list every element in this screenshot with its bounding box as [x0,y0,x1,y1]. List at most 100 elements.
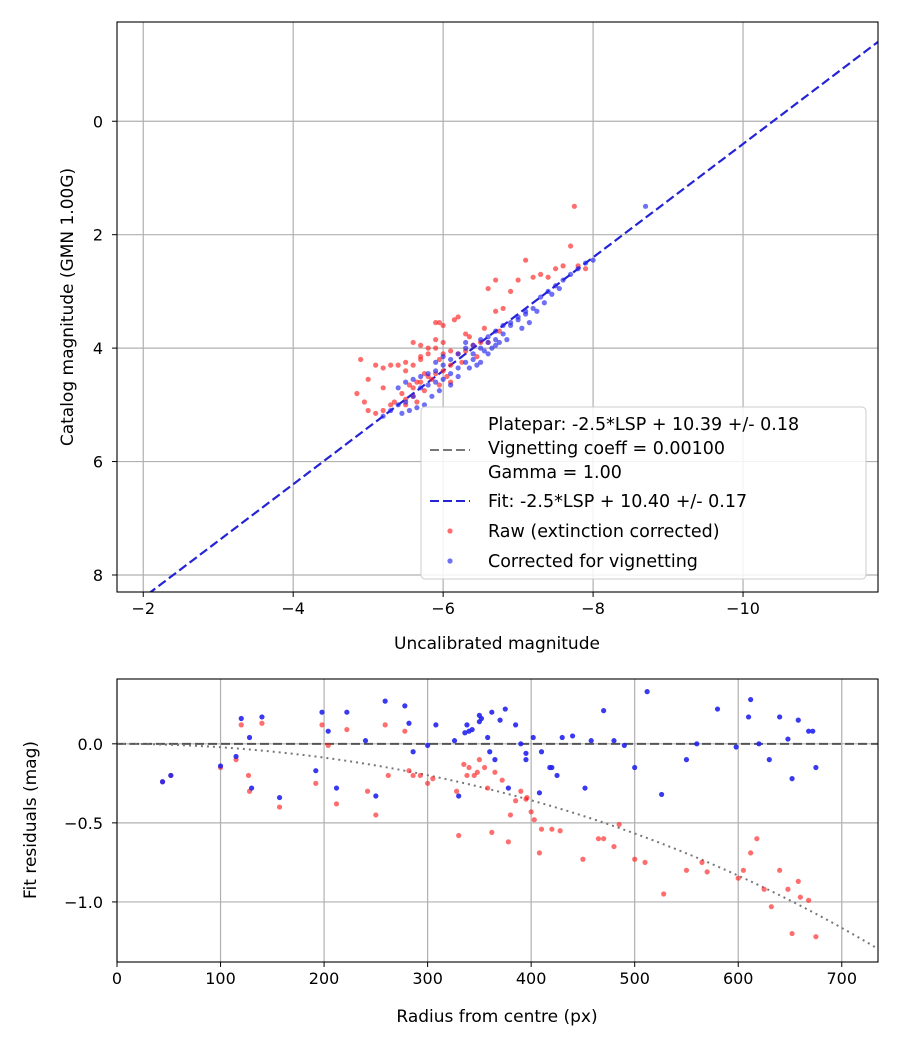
bottom-data-point [768,904,774,910]
bottom-data-point [761,886,767,892]
bottom-data-point [497,717,503,723]
top-data-point [478,345,484,351]
top-data-point [440,354,446,360]
top-y-tick-label: 2 [93,226,103,245]
bottom-data-point [523,796,529,802]
top-data-point [560,277,566,283]
top-data-point [414,405,420,411]
top-data-point [388,402,394,408]
bottom-data-point [344,726,350,733]
bottom-data-point [806,897,812,903]
bottom-data-point [549,764,555,771]
bottom-data-point [402,703,408,709]
top-data-point [444,373,450,380]
top-data-point [582,266,589,272]
top-data-point [440,376,446,382]
bottom-data-point [813,934,819,940]
bottom-data-point [569,733,576,739]
fit-line [148,40,878,592]
top-data-point [358,356,364,363]
top-data-point [395,362,401,368]
bottom-data-point [248,785,255,791]
bottom-data-point [217,763,224,769]
bottom-axes-frame [116,678,879,963]
top-data-point [493,342,499,348]
bottom-data-point [505,839,511,845]
bottom-data-point [485,734,491,741]
top-data-point [395,402,401,408]
bottom-data-point [733,744,739,750]
bottom-data-point [464,772,470,779]
bottom-data-point [740,867,747,873]
bottom-data-point [530,734,536,741]
top-data-point [470,356,476,363]
bottom-data-point [246,734,253,741]
top-axes-frame [116,21,879,593]
top-data-point [395,385,401,391]
top-x-tick-label: −8 [581,599,605,618]
bottom-data-point [785,886,791,892]
legend-corrected-label: Corrected for vignetting [488,552,698,572]
bottom-data-point [456,832,462,839]
bottom-data-point [507,812,514,818]
top-data-point [388,362,394,368]
top-data-point [433,345,439,351]
bottom-data-point [601,836,607,842]
bottom-data-point [430,776,436,782]
top-data-point [455,314,461,320]
top-data-point [493,337,499,343]
top-data-point [433,379,439,385]
vignetting-model-curve [117,742,878,950]
top-data-point [380,365,386,371]
bottom-data-point [694,741,700,747]
bottom-data-point [481,764,488,771]
top-data-point [418,342,424,348]
bottom-data-point [410,772,416,779]
top-data-point [485,351,491,357]
top-data-point [429,376,435,382]
top-data-point [474,362,480,368]
bottom-x-tick-label: 100 [205,969,236,988]
bottom-data-point [238,715,244,722]
bottom-data-point [518,788,524,794]
top-y-tick-label: 8 [93,566,103,585]
bottom-x-tick-label: 0 [112,969,122,988]
top-data-point [582,260,589,266]
bottom-data-point [766,757,772,763]
bottom-data-point [797,894,803,900]
top-data-point [530,305,536,312]
bottom-data-point [513,798,519,804]
bottom-data-point [538,749,545,755]
bottom-data-point [382,722,388,728]
bottom-data-point [492,769,498,775]
bottom-data-point [536,790,543,796]
bottom-data-point [735,875,741,881]
top-data-point [474,354,480,360]
top-plot-area [148,40,878,592]
top-data-point [448,371,454,377]
bottom-data-point [245,772,252,779]
bottom-data-point [523,750,529,756]
top-data-point [425,345,431,351]
bottom-data-point [433,722,439,728]
top-data-point [410,385,416,391]
top-data-point [403,379,409,385]
bottom-data-point [402,728,408,734]
top-y-tick-label: 6 [93,453,103,472]
top-data-point [451,317,457,323]
top-data-point [440,339,446,346]
bottom-data-point [632,856,638,862]
top-x-tick-label: −6 [431,599,455,618]
top-data-point [568,271,574,277]
legend-platepar-line1: Platepar: -2.5*LSP + 10.39 +/- 0.18 [488,415,799,435]
top-data-point [508,319,514,326]
bottom-x-tick-label: 200 [309,969,340,988]
top-data-point [436,388,442,394]
bottom-data-point [319,709,325,715]
bottom-data-point [487,749,493,755]
top-data-point [642,203,649,209]
top-data-point [508,288,514,295]
bottom-data-point [425,780,431,786]
bottom-data-point [364,788,371,794]
bottom-data-point [489,829,495,835]
